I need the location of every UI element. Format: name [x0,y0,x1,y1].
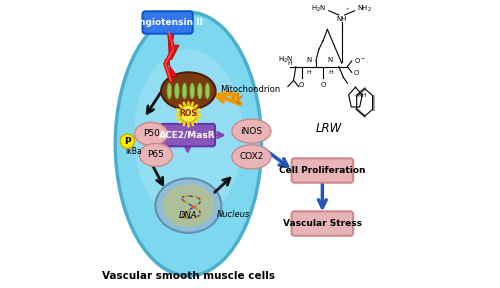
Circle shape [180,105,197,122]
Ellipse shape [182,83,187,99]
Text: H: H [328,70,332,75]
Text: $^+$: $^+$ [281,58,286,63]
Polygon shape [233,92,243,104]
Text: COX2: COX2 [239,152,264,161]
FancyBboxPatch shape [160,124,215,146]
Text: O$^-$: O$^-$ [354,56,366,65]
Text: ROS: ROS [180,109,198,118]
Text: P: P [124,137,130,146]
Text: DNA: DNA [179,211,198,220]
Text: Vascular smooth muscle cells: Vascular smooth muscle cells [102,271,275,281]
Text: Angiotensin II: Angiotensin II [132,18,203,27]
Text: Mitochondrion: Mitochondrion [220,85,280,94]
Text: IkBa: IkBa [126,147,142,156]
Ellipse shape [140,143,172,166]
Ellipse shape [174,83,179,99]
Ellipse shape [156,178,222,233]
Text: O: O [320,82,326,88]
Text: N: N [306,57,312,63]
Circle shape [120,134,134,148]
Text: P65: P65 [148,150,164,159]
Text: H: H [288,61,292,66]
Text: LRW: LRW [316,122,342,135]
Text: H$_2$N: H$_2$N [311,4,326,14]
Text: N: N [328,57,333,63]
Text: O: O [299,82,304,88]
Ellipse shape [190,83,194,99]
Text: Vascular Stress: Vascular Stress [283,219,362,228]
Polygon shape [164,31,179,77]
Text: NH: NH [336,16,347,22]
Text: $^+$: $^+$ [344,7,350,12]
Text: H: H [306,70,311,75]
Ellipse shape [116,12,262,276]
Text: O: O [354,70,359,76]
Text: NH: NH [357,93,366,98]
Text: P50: P50 [142,130,160,139]
Ellipse shape [232,119,271,143]
Text: H$_2$N: H$_2$N [278,54,293,65]
Ellipse shape [205,83,210,99]
Ellipse shape [134,122,168,145]
Text: iNOS: iNOS [240,127,262,136]
Text: ACE2/MasR: ACE2/MasR [160,131,216,140]
Text: NH$_2$: NH$_2$ [358,4,372,14]
Ellipse shape [167,83,172,99]
FancyBboxPatch shape [292,158,353,183]
Text: Cell Proliferation: Cell Proliferation [279,166,366,175]
FancyBboxPatch shape [142,11,192,34]
Ellipse shape [232,145,271,169]
Ellipse shape [134,50,243,221]
Ellipse shape [161,72,216,110]
Text: Nucleus: Nucleus [217,210,250,219]
Ellipse shape [162,184,214,227]
FancyBboxPatch shape [292,211,353,236]
Ellipse shape [198,83,202,99]
